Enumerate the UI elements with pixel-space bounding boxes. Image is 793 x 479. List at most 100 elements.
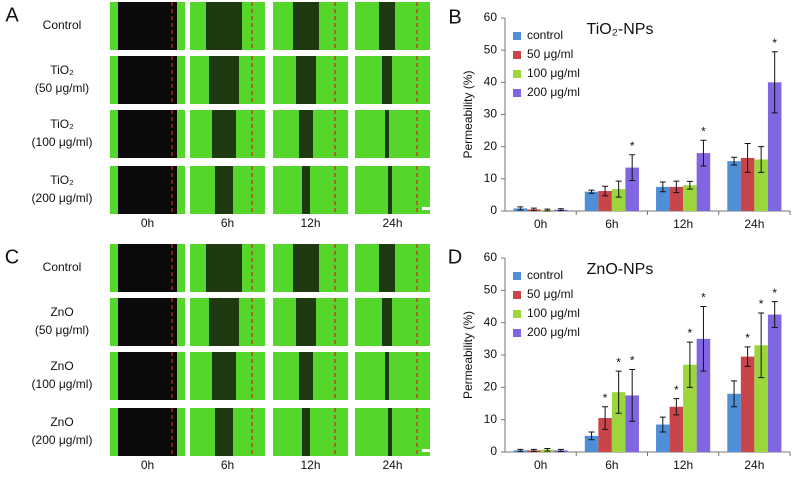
bar: [767, 314, 782, 452]
error-bar: [544, 447, 551, 452]
micrograph-gap: [388, 408, 392, 456]
time-label: 12h: [300, 458, 320, 472]
legend-swatch: [513, 89, 521, 97]
time-label: 0h: [141, 216, 154, 230]
legend-swatch: [513, 329, 521, 337]
y-tick-label: 0: [490, 203, 497, 217]
x-tick-label: 6h: [605, 217, 618, 231]
legend-swatch: [513, 310, 521, 318]
scale-bar: [422, 449, 430, 452]
micrograph-gap: [118, 244, 177, 292]
row-label: ZnO: [50, 305, 73, 319]
micrograph: [355, 56, 430, 104]
bar: [683, 364, 697, 452]
micrograph-gap: [302, 166, 310, 214]
significance-mark: *: [616, 355, 621, 369]
significance-mark: *: [603, 391, 608, 405]
panel-letter: C: [5, 246, 19, 268]
significance-mark: *: [772, 36, 777, 50]
micrograph-gap: [118, 298, 177, 346]
legend-label: 100 μg/ml: [527, 66, 580, 80]
significance-mark: *: [701, 124, 706, 138]
y-axis-label: Permeability (%): [461, 70, 475, 158]
bar: [656, 186, 670, 211]
error-bar: [544, 208, 551, 212]
bar: [696, 338, 711, 452]
error-bar: [615, 370, 622, 414]
x-tick-label: 24h: [744, 217, 764, 231]
row-label: ZnO: [50, 359, 73, 373]
legend-label: control: [527, 28, 563, 42]
micrograph-gap: [379, 244, 395, 292]
row-label: (100 μg/ml): [32, 135, 93, 149]
bar: [754, 159, 768, 211]
significance-mark: *: [630, 139, 635, 153]
micrograph: [355, 110, 430, 158]
legend-label: control: [527, 268, 563, 282]
error-bar: [588, 431, 595, 441]
bar: [683, 185, 697, 211]
error-bar: [629, 154, 636, 181]
x-tick-label: 0h: [534, 217, 547, 231]
y-tick-label: 20: [484, 139, 498, 153]
y-tick-label: 0: [490, 444, 497, 458]
significance-mark: *: [674, 383, 679, 397]
micrograph-gap: [118, 110, 177, 158]
legend-swatch: [513, 51, 521, 59]
significance-mark: *: [772, 286, 777, 300]
legend-label: 100 μg/ml: [527, 306, 580, 320]
micrograph-gap: [118, 352, 177, 400]
row-label: ZnO: [50, 415, 73, 429]
row-label: (100 μg/ml): [32, 377, 93, 391]
bar: [625, 395, 639, 452]
y-tick-label: 50: [484, 42, 498, 56]
row-label: TiO₂: [50, 63, 74, 77]
error-bar: [686, 180, 693, 190]
legend-label: 50 μg/ml: [527, 287, 573, 301]
micrograph: [355, 352, 430, 400]
row-label: TiO₂: [50, 117, 74, 131]
error-bar: [588, 189, 595, 194]
micrograph-gap: [215, 166, 233, 214]
micrograph-gap: [209, 56, 239, 104]
error-bar: [659, 416, 666, 433]
micrograph-gap: [293, 244, 319, 292]
micrograph: [355, 166, 430, 214]
bar: [740, 157, 755, 211]
error-bar: [700, 139, 707, 167]
significance-mark: *: [759, 297, 764, 311]
y-tick-label: 10: [484, 412, 498, 426]
row-label: (200 μg/ml): [32, 191, 93, 205]
legend-swatch: [513, 70, 521, 78]
micrograph-gap: [118, 2, 177, 50]
legend-swatch: [513, 291, 521, 299]
bar: [740, 356, 755, 452]
panel-letter: A: [5, 4, 19, 26]
bar: [696, 153, 711, 211]
bar: [598, 191, 612, 211]
error-bar: [602, 406, 609, 430]
error-bar: [629, 369, 636, 422]
error-bar: [673, 180, 680, 194]
chart-title: ZnO-NPs: [587, 261, 654, 278]
micrograph-gap: [293, 2, 319, 50]
time-label: 6h: [221, 458, 234, 472]
y-tick-label: 40: [484, 315, 498, 329]
time-label: 12h: [300, 216, 320, 230]
error-bar: [673, 398, 680, 416]
error-bar: [530, 207, 537, 212]
micrograph-gap: [215, 408, 233, 456]
time-label: 24h: [382, 458, 402, 472]
x-tick-label: 12h: [673, 217, 693, 231]
bar: [584, 435, 599, 452]
row-label: Control: [43, 18, 82, 32]
bar: [625, 167, 639, 211]
legend-swatch: [513, 272, 521, 280]
error-bar: [530, 448, 537, 452]
y-tick-label: 30: [484, 347, 498, 361]
error-bar: [517, 206, 524, 211]
bar: [767, 82, 782, 211]
significance-mark: *: [630, 354, 635, 368]
micrograph-gap: [382, 56, 392, 104]
micrograph-gap: [385, 110, 389, 158]
